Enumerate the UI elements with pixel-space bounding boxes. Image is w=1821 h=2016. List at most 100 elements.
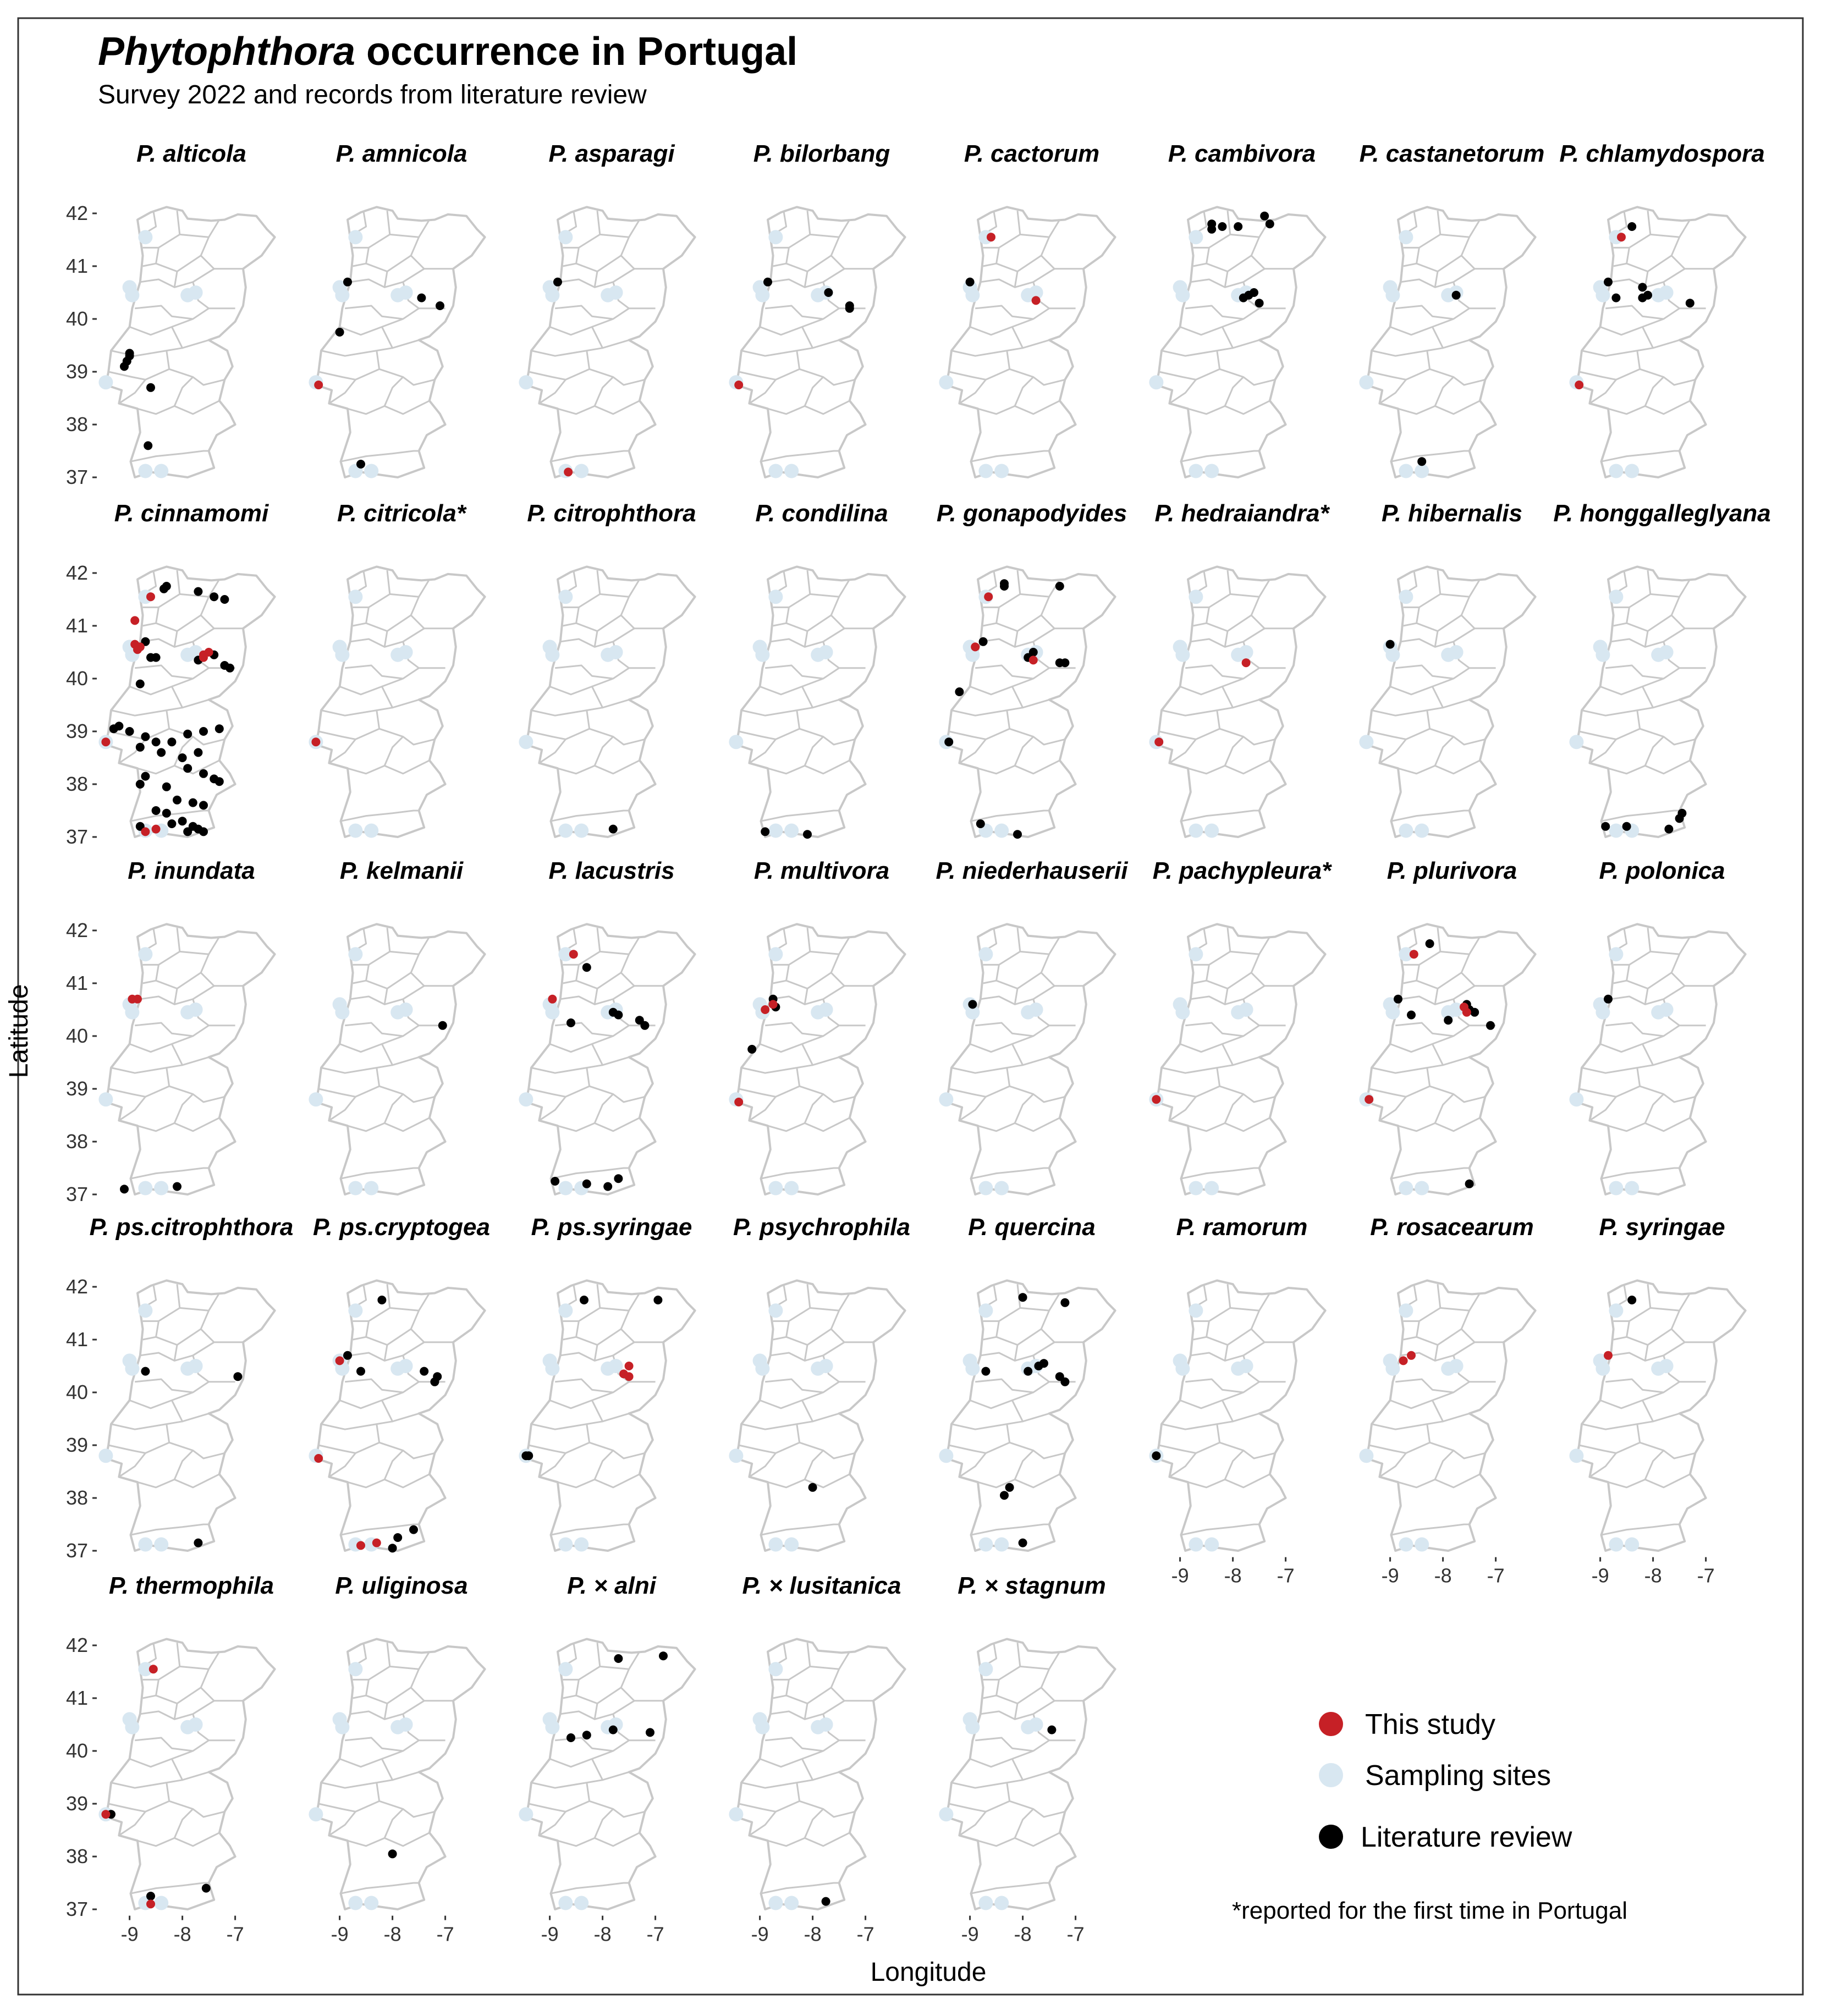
- sampling-site-point-6: [558, 823, 573, 838]
- sampling-site-point-2: [545, 1005, 560, 1020]
- district-border-1: [1613, 928, 1652, 966]
- district-border-7: [770, 278, 805, 288]
- sampling-site-point-7: [994, 1537, 1009, 1552]
- sampling-site-point-2: [545, 647, 560, 662]
- literature-point-2: [1218, 222, 1227, 231]
- literature-point-1: [803, 830, 812, 839]
- x-tick-label: -7: [227, 1923, 244, 1946]
- sampling-site-point-6: [1609, 1537, 1624, 1552]
- literature-point-24: [178, 753, 187, 762]
- literature-point-5: [144, 441, 153, 450]
- district-border-12: [1581, 1064, 1653, 1074]
- sampling-site-point-4: [188, 1003, 203, 1017]
- this-study-point-8: [101, 737, 111, 747]
- district-border-7: [560, 638, 595, 648]
- district-border-6: [1434, 985, 1475, 1005]
- district-border-7: [1190, 638, 1225, 648]
- district-border-7: [140, 1352, 175, 1362]
- district-border-8: [135, 1022, 235, 1037]
- sampling-site-point-4: [608, 1359, 623, 1373]
- literature-point-22: [135, 742, 145, 752]
- district-border-3: [179, 593, 209, 598]
- panel-title-p-honggalleglyana: P. honggalleglyana: [1553, 500, 1770, 527]
- district-border-1: [353, 570, 391, 608]
- sampling-site-point-7: [574, 1896, 589, 1910]
- district-border-16: [169, 1085, 225, 1103]
- district-border-8: [1395, 1022, 1496, 1037]
- panel-p-lacustris: P. lacustris: [519, 857, 696, 1196]
- sampling-site-point-7: [1204, 464, 1219, 478]
- district-border-6: [593, 627, 635, 648]
- district-border-5: [563, 262, 576, 267]
- sampling-site-point-4: [398, 645, 413, 659]
- district-border-10: [1600, 1391, 1664, 1409]
- sampling-site-point-7: [574, 464, 589, 478]
- sampling-site-point-6: [768, 1896, 783, 1910]
- literature-point-5: [1643, 290, 1652, 300]
- district-border-16: [1429, 1441, 1486, 1459]
- district-border-7: [350, 1710, 385, 1720]
- district-border-18: [971, 1523, 1049, 1536]
- district-border-10: [1180, 1035, 1244, 1053]
- y-tick-label: 42: [66, 202, 88, 224]
- literature-point-33: [173, 795, 181, 805]
- district-border-4: [155, 1679, 202, 1705]
- sampling-site-point-2: [1385, 1005, 1400, 1020]
- literature-point-5: [1265, 219, 1274, 229]
- sampling-site-point-2: [545, 1720, 560, 1734]
- district-border-10: [1180, 318, 1244, 336]
- this-study-point-2: [624, 1372, 634, 1381]
- literature-point-8: [955, 687, 964, 696]
- sampling-site-point-0: [348, 1662, 363, 1677]
- district-border-3: [1650, 1307, 1680, 1312]
- sampling-site-point-4: [1028, 1717, 1043, 1732]
- district-border-8: [975, 305, 1076, 320]
- district-border-14: [1169, 739, 1197, 764]
- district-border-18: [1391, 809, 1470, 822]
- district-border-7: [1610, 995, 1646, 1005]
- literature-point-1: [1417, 457, 1427, 466]
- sampling-site-point-2: [1385, 288, 1400, 302]
- this-study-point-7: [204, 648, 213, 657]
- legend-swatch-this-study: [1319, 1712, 1343, 1736]
- district-border-5: [773, 1694, 786, 1699]
- sampling-site-point-4: [1659, 1003, 1674, 1017]
- literature-point-3: [125, 349, 134, 358]
- panel-p-honggalleglyana: P. honggalleglyana: [1553, 500, 1771, 838]
- this-study-point-3: [372, 1538, 381, 1547]
- district-border-12: [321, 1064, 393, 1074]
- district-border-17: [1224, 736, 1244, 766]
- district-border-6: [1224, 627, 1265, 648]
- district-border-14: [538, 1811, 566, 1836]
- district-border-10: [970, 1035, 1034, 1053]
- literature-point-0: [1451, 290, 1461, 300]
- district-border-6: [383, 1341, 425, 1362]
- this-study-point-0: [1407, 1351, 1416, 1360]
- literature-point-43: [199, 827, 208, 836]
- district-border-1: [773, 211, 811, 249]
- district-border-14: [959, 1096, 987, 1121]
- district-border-10: [129, 318, 194, 336]
- sampling-site-point-6: [1609, 464, 1624, 478]
- district-border-5: [353, 979, 366, 984]
- district-border-14: [959, 1811, 987, 1836]
- literature-point-5: [646, 1728, 654, 1737]
- this-study-point-0: [1152, 1095, 1161, 1104]
- literature-point-1: [146, 1892, 155, 1901]
- district-border-8: [1605, 664, 1706, 680]
- literature-point-4: [1260, 211, 1269, 221]
- sampling-site-point-2: [755, 288, 770, 302]
- district-border-12: [1161, 1064, 1233, 1074]
- x-tick-label: -8: [384, 1923, 401, 1946]
- sampling-site-point-4: [818, 1359, 833, 1373]
- district-border-17: [383, 736, 404, 766]
- y-axis-title: Latitude: [4, 984, 34, 1078]
- district-border-16: [169, 1800, 225, 1818]
- district-border-7: [980, 1710, 1015, 1720]
- this-study-point-1: [548, 994, 557, 1004]
- district-border-16: [799, 1800, 855, 1818]
- district-border-5: [142, 262, 156, 267]
- district-border-10: [970, 677, 1034, 696]
- district-border-1: [983, 1643, 1021, 1681]
- sampling-site-point-0: [768, 1662, 783, 1677]
